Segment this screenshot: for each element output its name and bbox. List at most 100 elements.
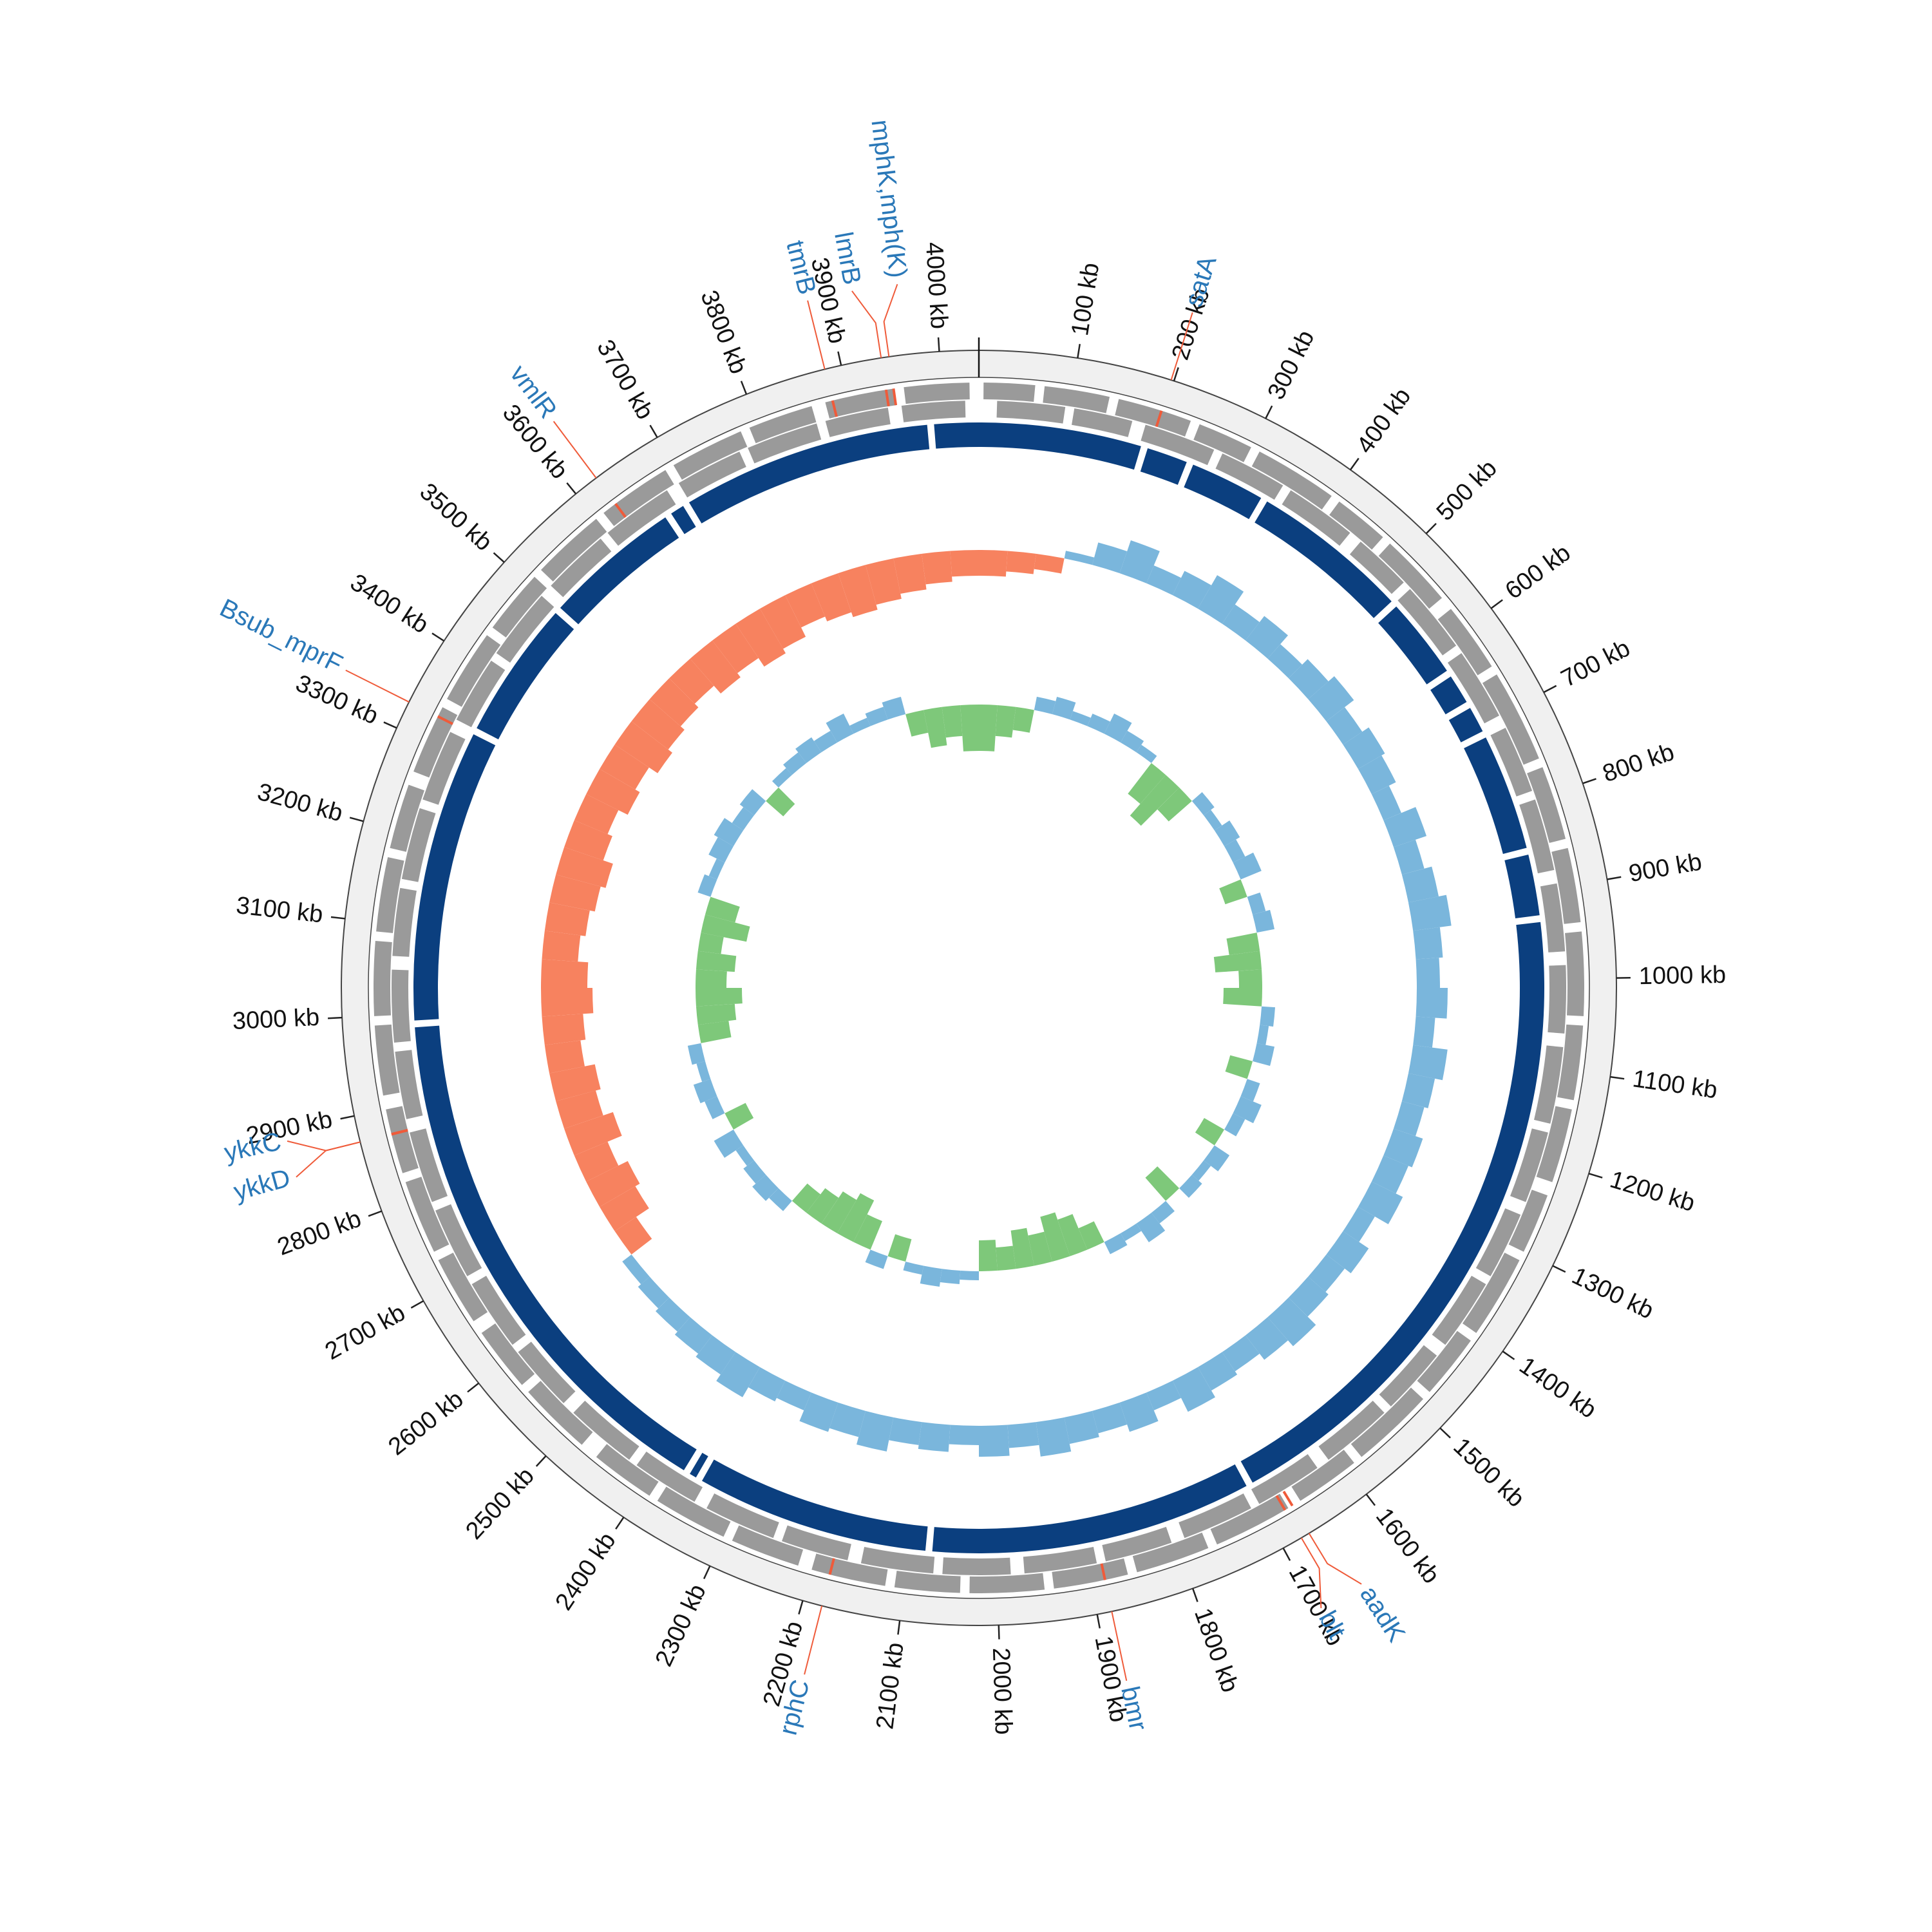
cds-feature [825,388,897,419]
cds-feature [1072,408,1133,437]
cds-feature [1349,541,1404,594]
gc-content-bin [732,807,754,831]
gc-skew-bin [1408,895,1452,931]
tick-mark [1502,1350,1515,1360]
gc-skew-bin [544,902,590,936]
gc-skew-bin [1267,644,1303,679]
cds-feature [1475,1208,1521,1276]
cds-feature [1508,1189,1548,1252]
gc-skew-bin [1222,1335,1260,1372]
tick-mark [1365,1493,1376,1506]
cds-feature [636,1452,703,1502]
gc-skew-bin [542,1014,586,1045]
cds-feature [1193,424,1251,462]
gc-content-bin [708,837,734,863]
gc-content-bin [705,896,740,923]
contig [1464,737,1527,854]
gc-content-bin [1247,892,1266,915]
gene-mark [892,388,898,406]
gc-skew-bin [1288,1276,1329,1317]
gc-skew-bin [979,550,1008,577]
gc-content-bin [1078,1221,1104,1250]
cds-feature [1397,589,1457,656]
gc-content-bin [783,752,807,775]
tick-mark [1077,344,1081,359]
contig [1504,854,1540,918]
gc-skew-bin [799,1392,838,1432]
gc-content-bin [1136,744,1157,763]
gc-content-bin [1238,969,1262,988]
gc-content-bin [701,914,750,942]
gc-content-bin [1157,787,1192,822]
gc-content-bin [996,1245,1016,1271]
gc-skew-bin [785,583,826,628]
gc-content-bin [1130,775,1180,826]
gc-content-bin [1226,933,1260,955]
cds-feature [749,406,817,444]
tick-mark [1582,778,1596,784]
tick-mark [798,1600,804,1615]
gene-leader [553,421,597,478]
gc-skew-bin [1146,565,1182,596]
gc-content-bin [1225,1055,1253,1079]
cds-feature [811,1553,888,1586]
gc-skew-bin [1245,1317,1289,1360]
tick-mark [1349,457,1359,471]
cds-feature [1551,848,1581,924]
gene-leader [1111,1611,1128,1681]
gc-skew-bin [564,1112,622,1156]
gc-content-bin [942,705,963,738]
cds-feature [673,431,748,480]
gc-content-bin [696,951,737,972]
gc-skew-bin [600,744,649,790]
gc-skew-bin [1413,1016,1435,1048]
cds-feature [374,1024,400,1096]
tick-mark [1425,522,1437,535]
gc-skew-bin [549,1064,601,1101]
gene-mark [437,715,453,725]
gc-content-bin [940,1269,961,1285]
gc-skew-bin [1006,551,1036,574]
gc-content-bin [1121,1223,1142,1242]
cds-feature [1417,1331,1471,1392]
gc-content-bin [1256,1025,1269,1045]
gc-skew-bin [542,931,581,962]
gc-content-bin [696,969,727,988]
cds-feature [1043,386,1110,413]
gc-content-bin [743,1160,766,1184]
cds-feature [386,1106,419,1173]
tick-mark [740,381,748,395]
cds-feature [607,490,676,546]
gc-content-bin [772,768,792,788]
cds-feature [410,1128,448,1202]
gc-skew-bin [600,1186,649,1231]
gc-skew-bin [1064,551,1095,565]
gc-skew-bin [1383,1128,1423,1168]
gc-content-bin [813,730,837,753]
gc-skew-bin [544,1040,585,1074]
gc-content-bin [1204,810,1222,831]
gene-leader [1170,312,1193,381]
gene-mark [1275,1495,1287,1511]
gc-content-bin [1057,1214,1088,1256]
gc-skew-bin [857,1410,894,1452]
tick-mark [1173,367,1179,381]
gc-skew-bin [1146,1380,1182,1410]
gc-skew-bin [1245,616,1289,659]
gc-content-bin [795,737,822,763]
cds-feature [983,383,1036,402]
gc-content-bin [853,1214,882,1250]
contig [690,1452,708,1478]
cds-feature [376,857,404,933]
gc-skew-bin [712,623,759,674]
gc-content-bin [1233,852,1262,880]
cds-feature [1565,931,1584,1016]
gc-content-bin [724,1103,754,1130]
cds-feature [392,969,411,1043]
gc-content-bin [1012,706,1034,733]
gc-content-bin [752,1175,779,1201]
tick-mark [837,351,842,366]
gc-content-bin [995,705,1016,738]
cds-feature [435,1204,482,1276]
